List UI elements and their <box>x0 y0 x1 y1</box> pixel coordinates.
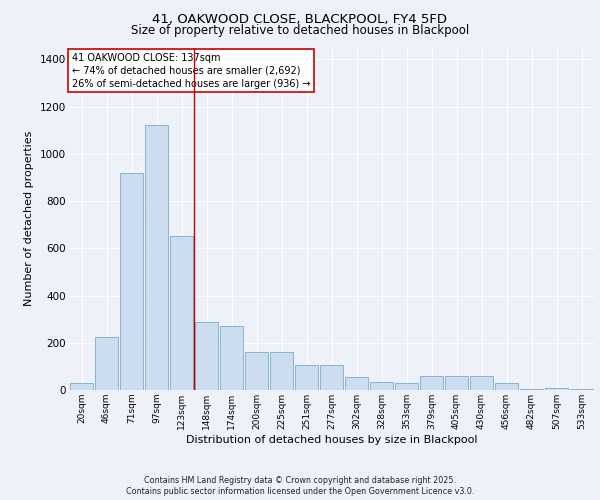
Bar <box>145 126 168 390</box>
Bar <box>545 388 568 390</box>
Text: Contains HM Land Registry data © Crown copyright and database right 2025.: Contains HM Land Registry data © Crown c… <box>144 476 456 485</box>
Bar <box>345 377 368 390</box>
Text: 41 OAKWOOD CLOSE: 137sqm
← 74% of detached houses are smaller (2,692)
26% of sem: 41 OAKWOOD CLOSE: 137sqm ← 74% of detach… <box>71 52 310 89</box>
Bar <box>95 337 118 390</box>
Bar <box>170 236 193 390</box>
Text: 41, OAKWOOD CLOSE, BLACKPOOL, FY4 5FD: 41, OAKWOOD CLOSE, BLACKPOOL, FY4 5FD <box>152 12 448 26</box>
Bar <box>520 389 543 390</box>
Bar <box>120 172 143 390</box>
Text: Contains public sector information licensed under the Open Government Licence v3: Contains public sector information licen… <box>126 487 474 496</box>
Bar <box>420 376 443 390</box>
Y-axis label: Number of detached properties: Number of detached properties <box>25 131 34 306</box>
Bar <box>195 322 218 390</box>
Bar <box>570 389 593 390</box>
Bar <box>245 352 268 390</box>
Bar <box>370 382 393 390</box>
Text: Size of property relative to detached houses in Blackpool: Size of property relative to detached ho… <box>131 24 469 37</box>
Bar <box>395 383 418 390</box>
Bar <box>495 383 518 390</box>
Bar <box>270 352 293 390</box>
Bar <box>295 365 318 390</box>
X-axis label: Distribution of detached houses by size in Blackpool: Distribution of detached houses by size … <box>186 434 477 444</box>
Bar <box>320 365 343 390</box>
Bar <box>470 376 493 390</box>
Bar <box>445 376 468 390</box>
Bar <box>70 383 93 390</box>
Bar <box>220 326 243 390</box>
